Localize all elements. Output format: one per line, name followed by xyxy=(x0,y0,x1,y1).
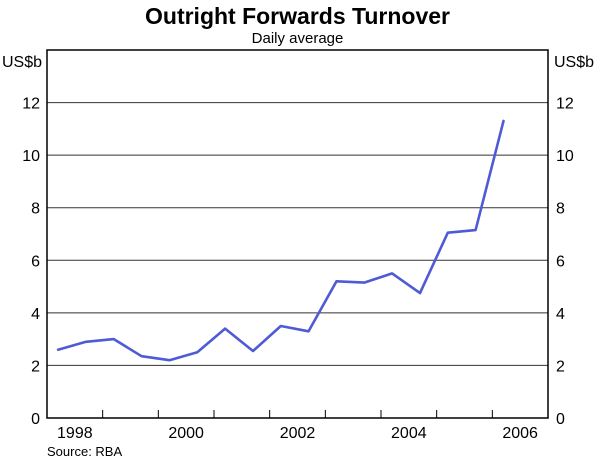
y-axis-tick-label-left: 6 xyxy=(31,253,40,270)
x-axis-tick-label: 2002 xyxy=(280,425,316,442)
data-line-outright-forwards xyxy=(56,119,505,362)
x-axis-tick-label: 2006 xyxy=(502,425,538,442)
y-axis-tick-label-left: 4 xyxy=(31,306,40,323)
y-axis-unit-left: US$b xyxy=(1,54,42,71)
y-axis-tick-label-right: 0 xyxy=(556,411,565,428)
y-axis-tick-label-right: 10 xyxy=(556,148,574,165)
y-axis-unit-right: US$b xyxy=(554,54,595,71)
x-axis-tick-label: 1998 xyxy=(57,425,93,442)
y-axis-tick-label-left: 12 xyxy=(22,96,40,113)
y-axis-tick-label-right: 8 xyxy=(556,201,565,218)
y-axis-tick-label-left: 8 xyxy=(31,201,40,218)
y-axis-tick-label-right: 2 xyxy=(556,358,565,375)
y-axis-tick-label-right: 6 xyxy=(556,253,565,270)
y-axis-tick-label-right: 12 xyxy=(556,96,574,113)
chart-title: Outright Forwards Turnover xyxy=(145,3,450,29)
y-axis-tick-label-right: 4 xyxy=(556,306,565,323)
source-note: Source: RBA xyxy=(47,444,123,459)
plot-frame xyxy=(46,49,549,419)
x-axis-tick-label: 2004 xyxy=(391,425,427,442)
chart-subtitle: Daily average xyxy=(251,30,344,47)
y-axis-tick-label-left: 0 xyxy=(31,411,40,428)
y-axis-tick-label-left: 2 xyxy=(31,358,40,375)
y-axis-tick-label-left: 10 xyxy=(22,148,40,165)
x-axis-tick-label: 2000 xyxy=(168,425,204,442)
